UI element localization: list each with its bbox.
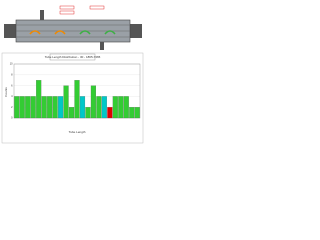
y-tick-label: 0 (11, 117, 13, 120)
chart-title: Tube Length Distribution - 30 - 1865-736… (45, 55, 101, 59)
bar (30, 96, 36, 119)
bar (118, 96, 124, 119)
bar (25, 96, 31, 119)
screen: Tube Length Distribution - 30 - 1865-736… (0, 0, 145, 144)
bar (41, 96, 47, 119)
bar (123, 96, 129, 119)
bar (63, 85, 69, 119)
bar (96, 96, 102, 119)
y-axis-label: Counts (4, 87, 8, 97)
bar (14, 96, 20, 119)
bar (19, 96, 25, 119)
y-tick-label: 10 (10, 63, 13, 66)
bar (79, 96, 86, 119)
bar (90, 85, 97, 119)
bar (101, 96, 107, 119)
y-tick-label: 4 (11, 95, 13, 98)
bar (36, 80, 42, 119)
bar (68, 107, 75, 119)
bar (129, 107, 135, 119)
bar (107, 107, 113, 119)
y-tick-label: 8 (11, 73, 13, 76)
title-box (49, 53, 96, 61)
bar (57, 96, 64, 119)
bar (134, 107, 140, 119)
y-tick-label: 6 (11, 84, 13, 87)
y-tick-label: 2 (11, 106, 13, 109)
x-axis-label: Tube Length (69, 130, 86, 134)
bar (74, 80, 80, 119)
bar (52, 96, 58, 119)
bar (47, 96, 53, 119)
exchanger-diagram (0, 0, 145, 52)
bar (112, 96, 118, 119)
bar (85, 107, 91, 119)
